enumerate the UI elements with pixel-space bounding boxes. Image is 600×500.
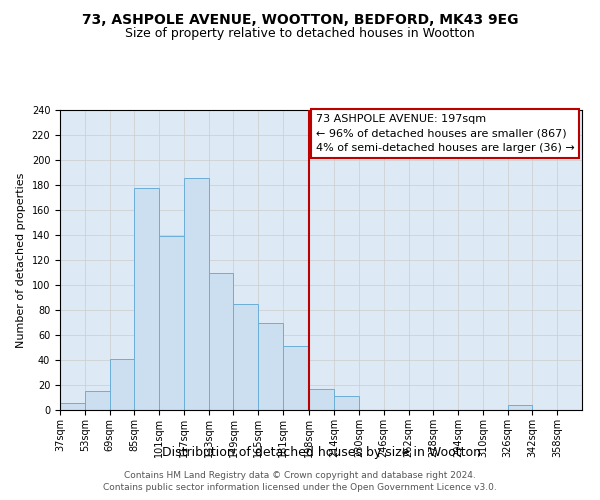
Bar [85,391,110,410]
Bar [233,304,258,410]
Bar [159,236,184,410]
Bar [184,178,209,410]
Y-axis label: Number of detached properties: Number of detached properties [16,172,26,348]
Bar [334,396,359,410]
Bar [508,405,532,410]
Bar [110,359,134,410]
Bar [283,346,308,410]
Bar [60,402,85,410]
Bar [134,188,159,410]
Text: 73, ASHPOLE AVENUE, WOOTTON, BEDFORD, MK43 9EG: 73, ASHPOLE AVENUE, WOOTTON, BEDFORD, MK… [82,12,518,26]
Text: Contains HM Land Registry data © Crown copyright and database right 2024.
Contai: Contains HM Land Registry data © Crown c… [103,471,497,492]
Bar [258,322,283,410]
Bar [209,272,233,410]
Bar [310,389,334,410]
Text: Size of property relative to detached houses in Wootton: Size of property relative to detached ho… [125,28,475,40]
Text: Distribution of detached houses by size in Wootton: Distribution of detached houses by size … [161,446,481,459]
Text: 73 ASHPOLE AVENUE: 197sqm
← 96% of detached houses are smaller (867)
4% of semi-: 73 ASHPOLE AVENUE: 197sqm ← 96% of detac… [316,114,574,154]
